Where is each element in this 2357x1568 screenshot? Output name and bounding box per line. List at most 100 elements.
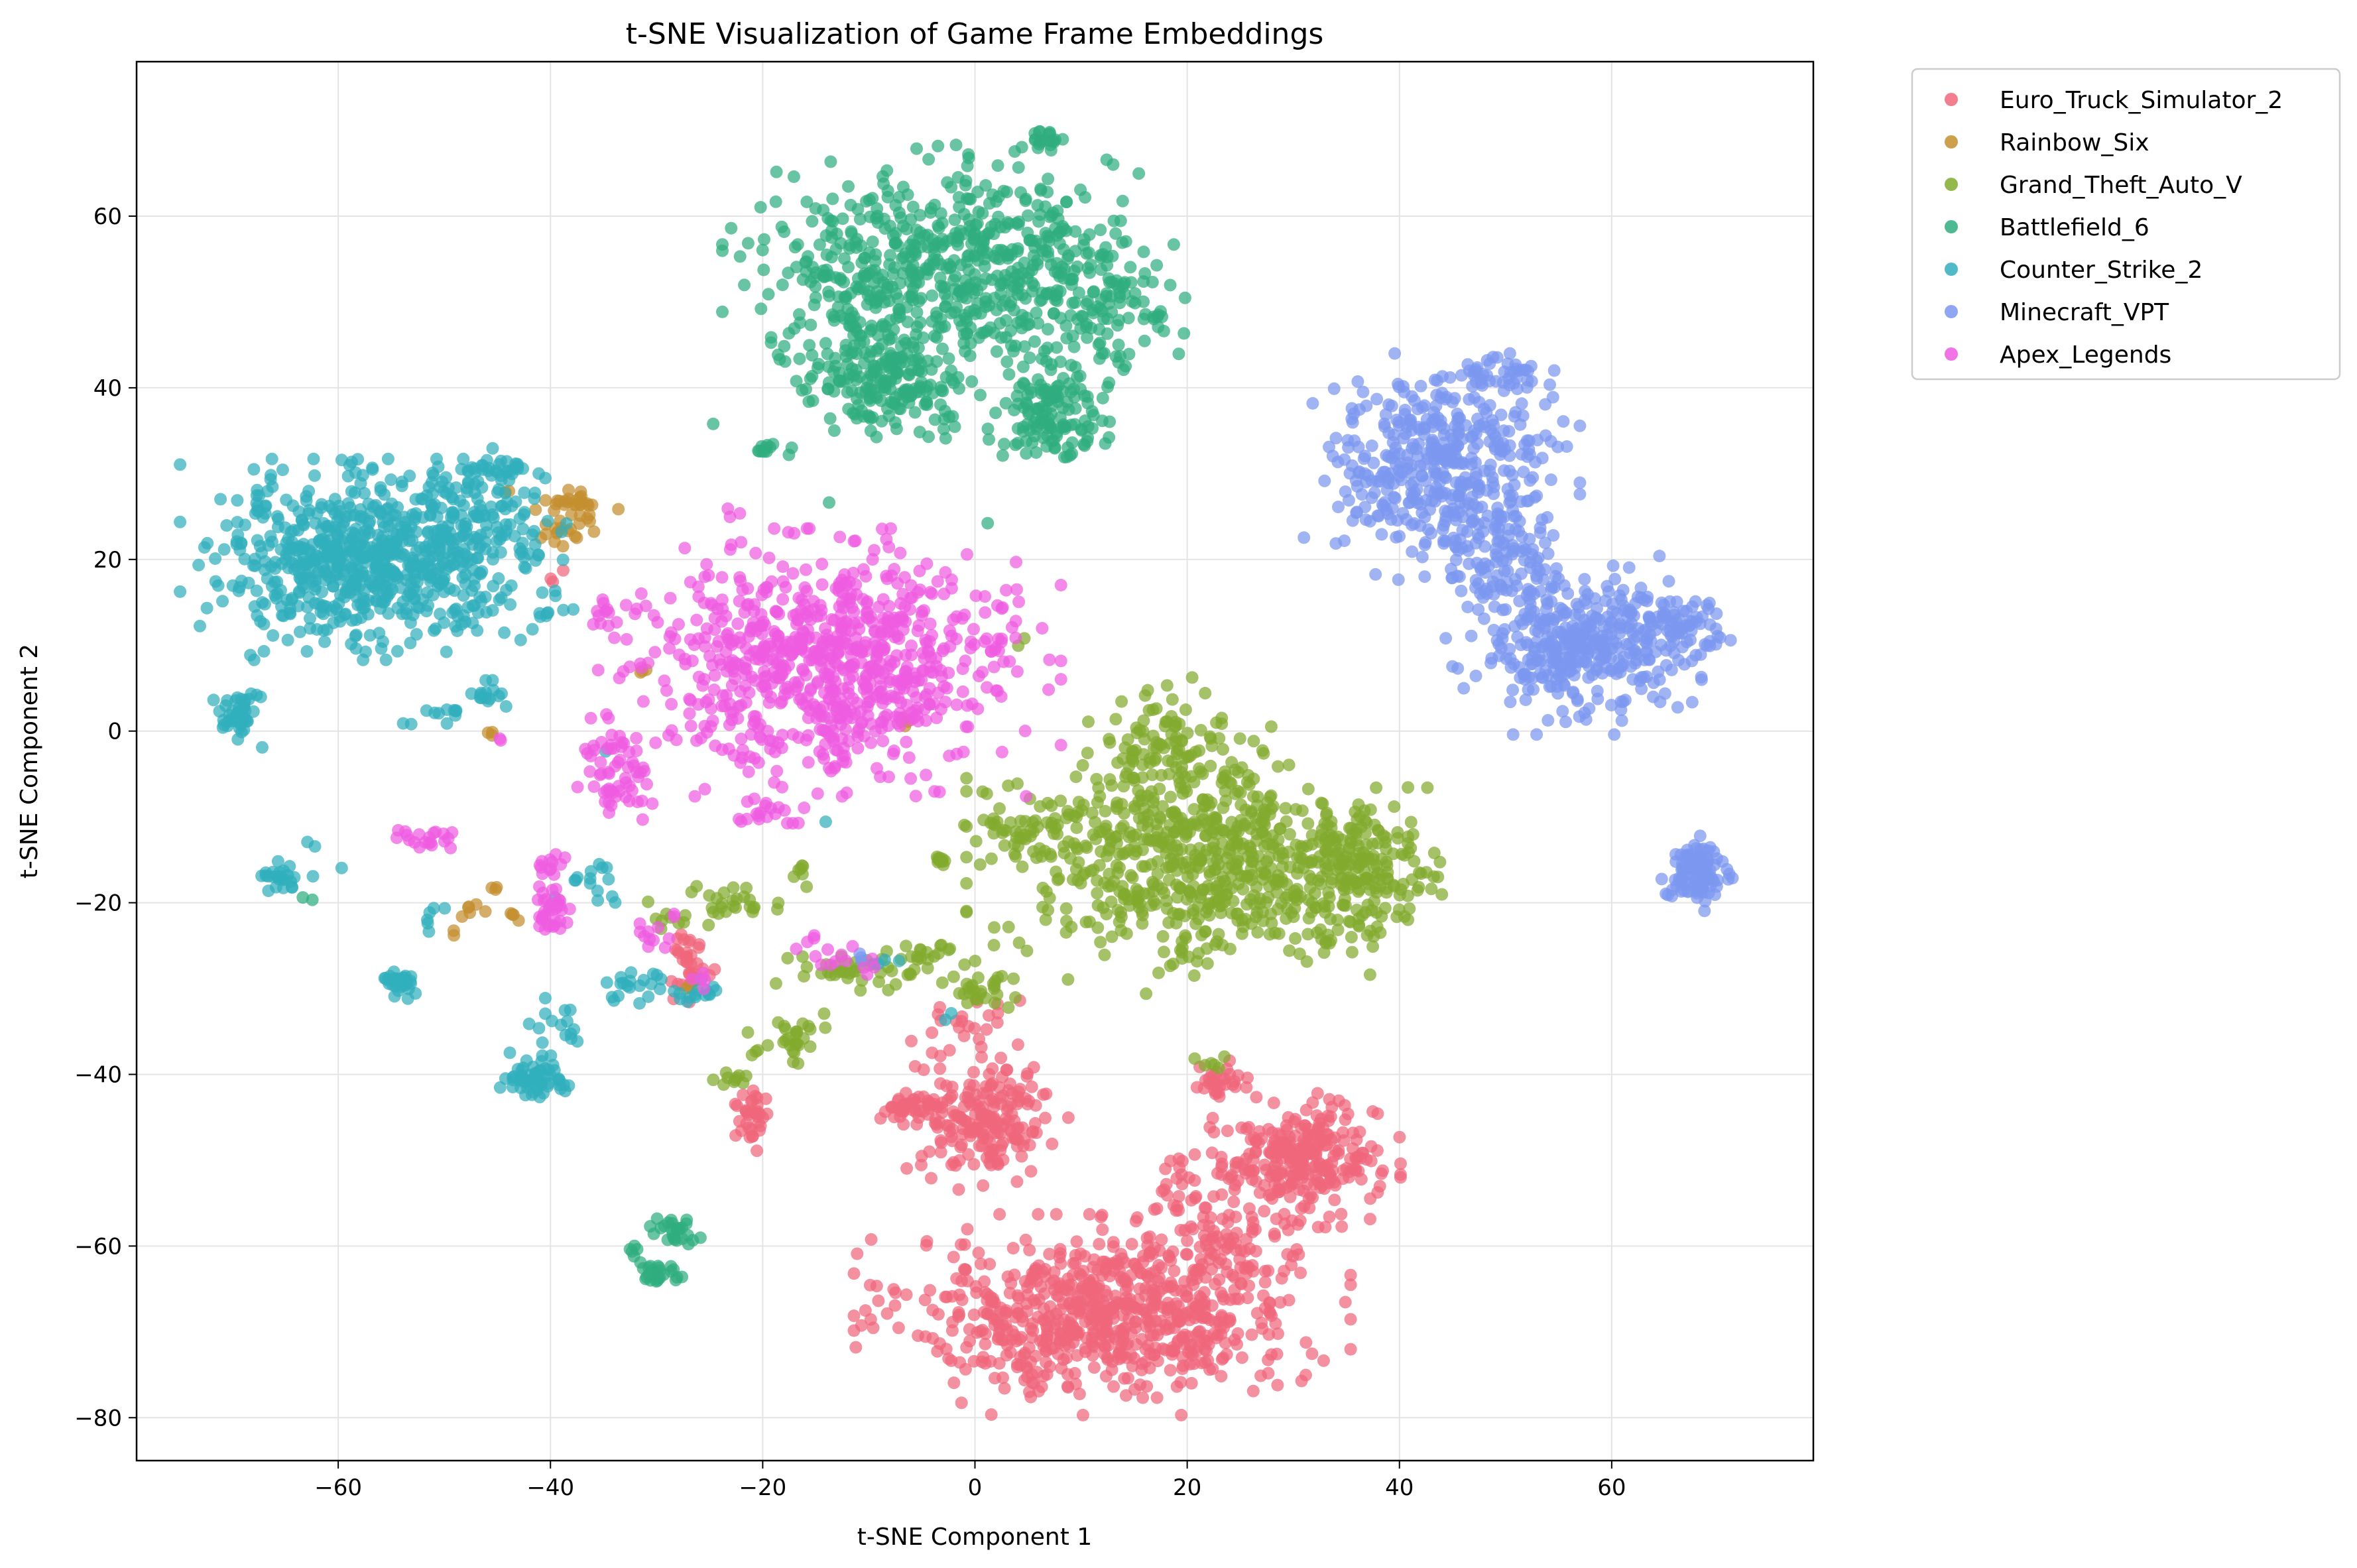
data-point bbox=[854, 984, 867, 997]
data-point bbox=[1262, 851, 1276, 864]
data-point bbox=[1184, 749, 1197, 762]
data-point bbox=[669, 1274, 682, 1287]
data-point bbox=[557, 564, 570, 577]
data-point bbox=[1011, 1038, 1024, 1052]
data-point bbox=[1040, 816, 1054, 829]
data-point bbox=[605, 890, 619, 903]
data-point bbox=[1239, 1167, 1252, 1180]
data-point bbox=[1034, 800, 1047, 813]
data-point bbox=[892, 954, 906, 967]
data-point bbox=[328, 600, 341, 613]
data-point bbox=[863, 392, 876, 405]
data-point bbox=[1016, 860, 1029, 873]
data-point bbox=[1079, 191, 1092, 204]
data-point bbox=[1007, 972, 1020, 985]
data-point bbox=[1311, 856, 1324, 869]
data-point bbox=[1139, 1343, 1152, 1356]
data-point bbox=[873, 975, 886, 989]
data-point bbox=[231, 733, 245, 746]
data-point bbox=[741, 1026, 755, 1039]
data-point bbox=[975, 1355, 989, 1368]
data-point bbox=[935, 1136, 948, 1149]
data-point bbox=[939, 1290, 952, 1303]
data-point bbox=[532, 467, 546, 480]
data-point bbox=[257, 644, 271, 658]
data-point bbox=[377, 554, 391, 567]
data-point bbox=[949, 139, 963, 152]
data-point bbox=[542, 1077, 556, 1090]
data-point bbox=[481, 464, 495, 477]
data-point bbox=[297, 551, 310, 564]
data-point bbox=[1193, 762, 1206, 775]
data-point bbox=[1076, 758, 1089, 772]
data-point bbox=[1034, 1280, 1048, 1294]
data-point bbox=[1363, 968, 1376, 981]
data-point bbox=[334, 522, 347, 536]
data-point bbox=[1152, 966, 1165, 979]
data-point bbox=[863, 246, 876, 259]
data-point bbox=[892, 239, 905, 253]
data-point bbox=[947, 377, 961, 389]
data-point bbox=[1268, 1230, 1282, 1243]
data-point bbox=[833, 965, 846, 979]
data-point bbox=[1114, 214, 1127, 227]
data-point bbox=[1003, 1077, 1016, 1091]
data-point bbox=[1060, 1351, 1073, 1364]
data-point bbox=[1132, 167, 1146, 180]
data-point bbox=[876, 337, 889, 351]
data-point bbox=[990, 345, 1003, 358]
data-point bbox=[1208, 896, 1221, 908]
data-point bbox=[385, 473, 398, 486]
data-point bbox=[1002, 920, 1015, 934]
data-point bbox=[1284, 1177, 1298, 1191]
data-point bbox=[1331, 924, 1345, 936]
data-point bbox=[1267, 1097, 1280, 1109]
data-point bbox=[1011, 316, 1024, 330]
data-point bbox=[1249, 1244, 1262, 1258]
data-point bbox=[955, 1294, 969, 1306]
data-point bbox=[427, 902, 440, 915]
data-point bbox=[709, 984, 723, 997]
data-point bbox=[440, 717, 453, 730]
data-point bbox=[823, 496, 835, 509]
data-point bbox=[1103, 733, 1116, 746]
data-point bbox=[959, 1263, 972, 1276]
data-point bbox=[556, 540, 570, 553]
data-point bbox=[1151, 867, 1164, 880]
data-point bbox=[936, 976, 949, 989]
data-point bbox=[1189, 853, 1202, 866]
data-point bbox=[1164, 838, 1178, 851]
data-point bbox=[245, 687, 258, 700]
data-point bbox=[1105, 930, 1118, 943]
data-point bbox=[808, 298, 821, 312]
data-point bbox=[257, 617, 271, 631]
data-point bbox=[637, 973, 650, 987]
data-point bbox=[1394, 1168, 1407, 1181]
series-grand-theft-auto-v bbox=[642, 632, 1449, 1091]
data-point bbox=[934, 1000, 946, 1014]
data-point bbox=[358, 528, 371, 542]
data-point bbox=[1308, 886, 1321, 900]
data-point bbox=[953, 987, 966, 1000]
data-point bbox=[1020, 1070, 1034, 1083]
data-point bbox=[1207, 1075, 1221, 1089]
data-point bbox=[1210, 716, 1223, 729]
data-point bbox=[977, 814, 991, 827]
data-point bbox=[217, 543, 231, 556]
data-point bbox=[793, 352, 806, 365]
data-point bbox=[1173, 880, 1186, 894]
data-point bbox=[1040, 1335, 1053, 1349]
data-point bbox=[1032, 1259, 1046, 1272]
data-point bbox=[981, 516, 995, 530]
data-point bbox=[743, 900, 756, 914]
data-point bbox=[996, 826, 1009, 839]
data-point bbox=[1311, 1087, 1324, 1100]
data-point bbox=[466, 617, 479, 630]
data-point bbox=[1075, 310, 1089, 323]
data-point bbox=[936, 342, 949, 355]
data-point bbox=[685, 886, 698, 898]
data-point bbox=[729, 901, 742, 914]
data-point bbox=[970, 1122, 983, 1135]
data-point bbox=[926, 1026, 939, 1040]
data-point bbox=[1011, 436, 1024, 450]
